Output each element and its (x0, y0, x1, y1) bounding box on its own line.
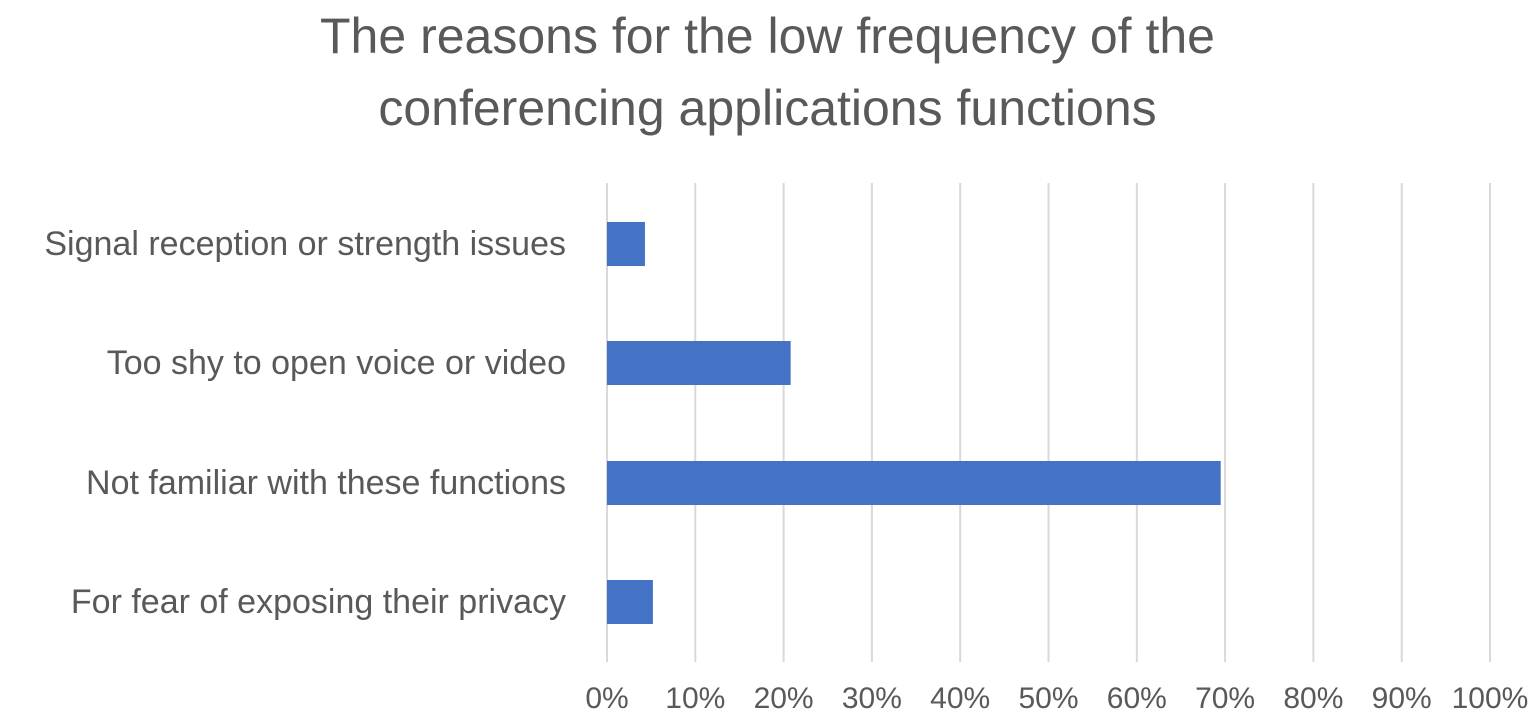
gridlines (606, 183, 1491, 662)
x-tick-label: 10% (665, 682, 725, 715)
x-tick-label: 40% (930, 682, 990, 715)
chart-title-line-2: conferencing applications functions (378, 80, 1157, 136)
category-label: Signal reception or strength issues (44, 225, 566, 263)
x-tick-label: 50% (1018, 682, 1078, 715)
category-labels: Signal reception or strength issues Too s… (44, 225, 566, 621)
bar (607, 341, 791, 385)
x-tick-label: 20% (754, 682, 814, 715)
category-label: Too shy to open voice or video (107, 344, 566, 382)
x-tick-label: 80% (1283, 682, 1343, 715)
x-tick-label: 100% (1452, 682, 1529, 715)
bar (607, 461, 1221, 505)
x-tick-label: 90% (1372, 682, 1432, 715)
x-tick-label: 60% (1107, 682, 1167, 715)
x-tick-label: 70% (1195, 682, 1255, 715)
bar (607, 580, 653, 624)
x-tick-label: 30% (842, 682, 902, 715)
category-label: For fear of exposing their privacy (71, 583, 566, 621)
chart-title-line-1: The reasons for the low frequency of the (320, 8, 1215, 64)
x-axis-tick-labels: 0% 10% 20% 30% 40% 50% 60% 70% 80% 90% 100% (585, 682, 1528, 715)
bar (607, 222, 645, 266)
x-tick-label: 0% (585, 682, 628, 715)
category-label: Not familiar with these functions (86, 464, 566, 502)
bars (607, 222, 1221, 624)
chart-title: The reasons for the low frequency of the… (0, 0, 1535, 144)
